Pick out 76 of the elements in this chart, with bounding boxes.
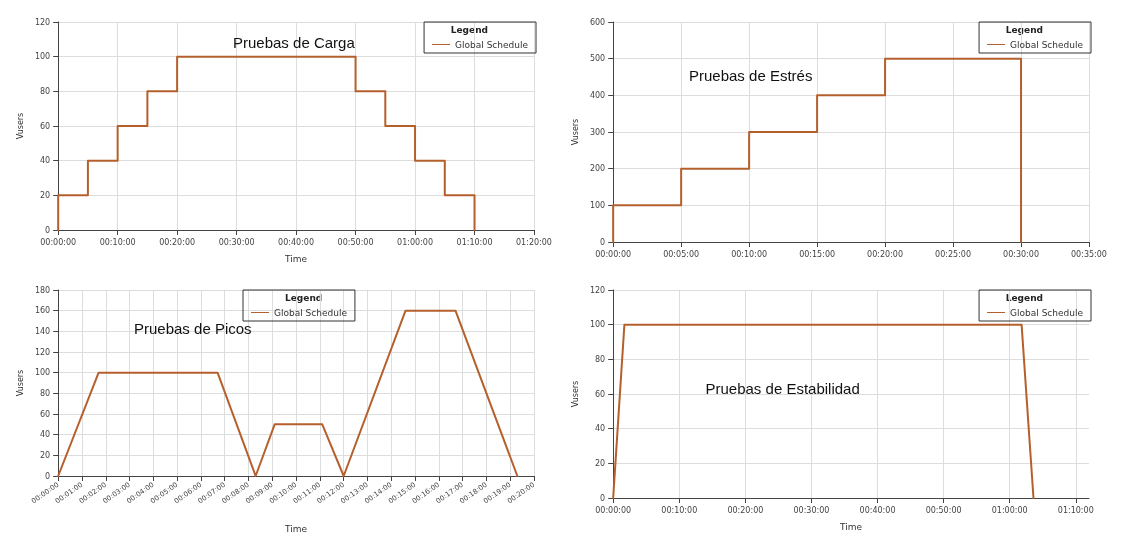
legend-label: Global Schedule [274,307,348,318]
legend-label: Global Schedule [455,39,529,50]
y-tick-label: 60 [39,409,51,419]
x-tick-label: 00:10:00 [731,249,768,259]
x-axis-title: Time [284,523,308,534]
y-tick-label: 100 [589,200,606,210]
y-tick-label: 0 [600,493,606,503]
x-tick-label: 00:50:00 [337,237,374,247]
legend-label: Global Schedule [1010,39,1084,50]
x-tick-label: 00:05:00 [663,249,700,259]
y-tick-label: 500 [589,54,606,64]
x-tick-label: 00:25:00 [935,249,972,259]
legend-title: Legend [1005,292,1044,303]
legend-title: Legend [450,24,489,35]
x-tick-label: 01:00:00 [991,505,1028,515]
y-tick-label: 120 [34,347,51,357]
x-tick-label: 00:30:00 [218,237,255,247]
y-tick-label: 120 [589,285,606,295]
y-tick-label: 0 [45,225,51,235]
x-tick-label: 00:35:00 [1071,249,1107,259]
y-tick-label: 180 [34,285,51,295]
y-tick-label: 300 [589,127,606,137]
y-tick-label: 200 [589,164,606,174]
y-tick-label: 120 [34,17,51,27]
y-axis-title: Vusers [570,118,580,146]
x-tick-label: 00:20:00 [159,237,196,247]
y-tick-label: 600 [589,17,606,27]
x-tick-label: 00:00:00 [40,237,77,247]
text: Pruebas de Carga [233,34,356,51]
legend-label: Global Schedule [1010,307,1084,318]
y-axis-title: Vusers [15,112,25,140]
y-tick-label: 100 [34,52,51,62]
x-tick-label: 00:50:00 [925,505,962,515]
y-tick-label: 80 [594,354,606,364]
x-tick-label: 01:20:00 [516,237,552,247]
y-tick-label: 20 [39,190,51,200]
x-tick-label: 01:00:00 [397,237,434,247]
line-series [57,55,476,231]
y-tick-label: 60 [594,389,606,399]
x-tick-label: 00:20:00 [727,505,764,515]
y-tick-label: 80 [39,388,51,398]
y-tick-label: 0 [600,237,606,247]
text: Pruebas de Estabilidad [705,380,860,397]
line-series [612,57,1023,243]
y-tick-label: 60 [39,121,51,131]
x-tick-label: 00:40:00 [278,237,315,247]
y-tick-label: 400 [589,90,606,100]
y-tick-label: 40 [594,424,606,434]
text: Pruebas de Picos [134,320,252,337]
y-axis-title: Vusers [570,380,580,408]
x-tick-label: 00:15:00 [799,249,836,259]
x-tick-label: 00:10:00 [99,237,136,247]
y-tick-label: 100 [34,368,51,378]
y-tick-label: 80 [39,86,51,96]
x-tick-label: 00:20:00 [867,249,904,259]
x-tick-label: 00:10:00 [661,505,698,515]
x-axis-title: Time [839,521,863,532]
x-tick-label: 00:00:00 [595,249,632,259]
y-tick-label: 160 [34,306,51,316]
y-tick-label: 100 [589,320,606,330]
x-tick-label: 00:30:00 [1003,249,1039,259]
y-tick-label: 0 [45,471,51,481]
y-axis-title: Vusers [15,369,25,397]
x-tick-label: 01:10:00 [456,237,493,247]
line-series [57,309,519,477]
y-tick-label: 20 [39,450,51,460]
text: Pruebas de Estrés [689,67,813,84]
y-tick-label: 40 [39,156,51,166]
x-axis-title: Time [284,253,308,264]
x-tick-label: 00:30:00 [793,505,830,515]
x-tick-label: 01:10:00 [1057,505,1094,515]
y-tick-label: 40 [39,430,51,440]
x-tick-label: 00:00:00 [595,505,632,515]
x-tick-label: 00:40:00 [859,505,896,515]
y-tick-label: 140 [34,326,51,336]
y-tick-label: 20 [594,458,606,468]
